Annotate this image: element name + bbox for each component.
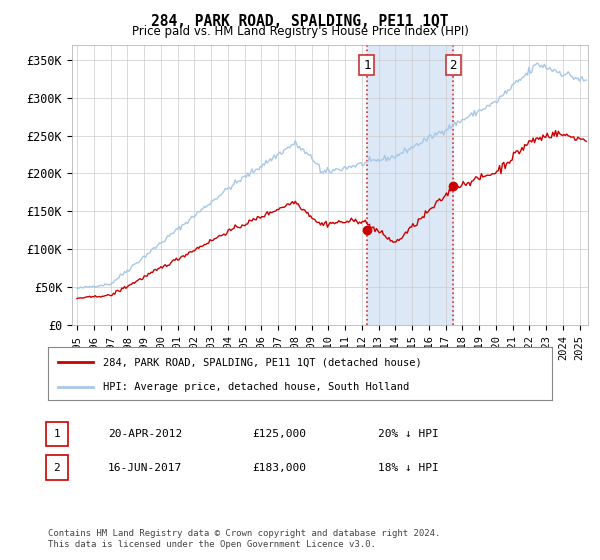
Text: 2: 2	[449, 59, 457, 72]
Text: 284, PARK ROAD, SPALDING, PE11 1QT: 284, PARK ROAD, SPALDING, PE11 1QT	[151, 14, 449, 29]
Text: 20% ↓ HPI: 20% ↓ HPI	[378, 429, 439, 439]
Text: 2: 2	[53, 463, 61, 473]
Text: Contains HM Land Registry data © Crown copyright and database right 2024.
This d: Contains HM Land Registry data © Crown c…	[48, 529, 440, 549]
Text: £183,000: £183,000	[252, 463, 306, 473]
Text: HPI: Average price, detached house, South Holland: HPI: Average price, detached house, Sout…	[103, 382, 410, 392]
Text: 16-JUN-2017: 16-JUN-2017	[108, 463, 182, 473]
Text: 20-APR-2012: 20-APR-2012	[108, 429, 182, 439]
Text: £125,000: £125,000	[252, 429, 306, 439]
Text: 1: 1	[53, 429, 61, 439]
Bar	[367, 45, 453, 325]
Text: 18% ↓ HPI: 18% ↓ HPI	[378, 463, 439, 473]
Text: Price paid vs. HM Land Registry's House Price Index (HPI): Price paid vs. HM Land Registry's House …	[131, 25, 469, 38]
Text: 1: 1	[363, 59, 371, 72]
Text: 284, PARK ROAD, SPALDING, PE11 1QT (detached house): 284, PARK ROAD, SPALDING, PE11 1QT (deta…	[103, 357, 422, 367]
